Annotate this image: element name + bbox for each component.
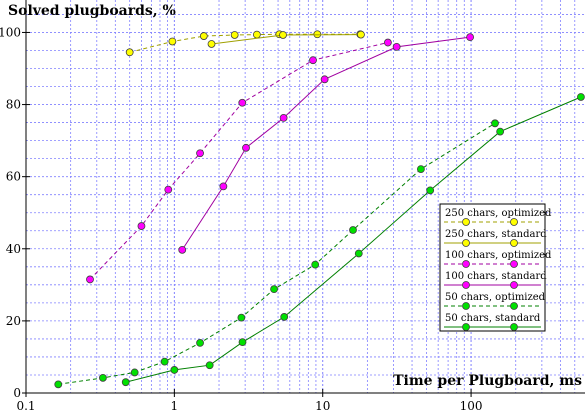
data-point	[238, 338, 247, 347]
legend-marker	[462, 260, 470, 268]
legend-label: 250 chars, standard	[445, 229, 547, 240]
data-point	[99, 373, 107, 382]
data-point	[354, 249, 363, 258]
legend-marker	[462, 281, 470, 289]
data-point	[242, 143, 250, 152]
legend-marker	[510, 302, 518, 310]
data-point	[279, 31, 287, 39]
data-point	[207, 40, 216, 48]
y-axis-label: Solved plugboards, %	[8, 3, 176, 19]
data-point	[496, 127, 505, 136]
data-point	[466, 33, 475, 42]
data-point	[137, 222, 146, 230]
series-line	[129, 33, 361, 53]
data-point	[160, 357, 169, 366]
x-axis-label: Time per Plugboard, ms	[393, 373, 582, 389]
data-point	[178, 245, 187, 254]
data-point	[357, 30, 365, 39]
data-point	[280, 313, 289, 321]
data-point	[426, 186, 435, 195]
data-point	[577, 93, 585, 101]
data-point	[270, 285, 278, 294]
legend-label: 50 chars, standard	[445, 313, 541, 324]
data-point	[237, 313, 246, 322]
legend-marker	[510, 323, 518, 331]
data-point	[349, 226, 357, 234]
y-tick-label: 0	[13, 386, 21, 400]
legend-label: 100 chars, optimized	[445, 250, 552, 261]
y-tick-label: 20	[6, 314, 21, 328]
data-point	[383, 38, 392, 47]
x-tick-label: 100	[460, 399, 483, 413]
legend-marker	[462, 239, 470, 247]
data-point	[320, 75, 329, 84]
data-point	[309, 56, 317, 65]
data-point	[125, 48, 134, 57]
legend-marker	[462, 218, 470, 226]
legend-marker	[510, 218, 518, 226]
series-layer	[54, 30, 585, 389]
legend-marker	[510, 260, 518, 268]
data-point	[199, 32, 208, 40]
data-point	[417, 165, 425, 173]
series-100-chars-optimized	[86, 38, 392, 284]
data-point	[279, 114, 288, 122]
data-point	[252, 30, 261, 39]
data-point	[130, 368, 139, 377]
data-point	[170, 366, 179, 374]
legend-marker	[462, 302, 470, 310]
legend: 250 chars, optimized 250 chars, standard 1…	[439, 203, 552, 332]
legend-label: 50 chars, optimized	[445, 292, 546, 303]
series-100-chars-standard	[178, 33, 475, 254]
series-50-chars-standard	[121, 93, 585, 387]
data-point	[238, 98, 247, 107]
data-point	[311, 260, 320, 269]
y-tick-label: 100	[0, 25, 21, 39]
data-point	[121, 378, 130, 387]
y-tick-label: 60	[6, 170, 21, 184]
data-point	[86, 275, 94, 284]
data-point	[205, 361, 214, 370]
data-point	[54, 380, 63, 389]
legend-box	[439, 203, 546, 332]
data-point	[230, 31, 239, 39]
legend-marker	[510, 239, 518, 247]
x-tick-label: 0.1	[16, 399, 35, 413]
series-50-chars-optimized	[54, 119, 499, 389]
data-point	[392, 42, 401, 51]
x-tick-label: 10	[315, 399, 330, 413]
data-point	[196, 338, 204, 347]
legend-label: 100 chars, standard	[445, 271, 547, 282]
data-point	[313, 30, 322, 39]
x-tick-label: 1	[171, 399, 179, 413]
legend-label: 250 chars, optimized	[445, 208, 552, 219]
y-tick-label: 80	[6, 98, 21, 112]
data-point	[196, 149, 204, 158]
legend-marker	[462, 323, 470, 331]
series-250-chars-standard	[207, 30, 365, 48]
data-point	[168, 37, 177, 46]
data-point	[164, 185, 173, 194]
data-point	[491, 119, 499, 128]
y-tick-label: 40	[6, 242, 21, 256]
legend-marker	[510, 281, 518, 289]
data-point	[219, 182, 228, 191]
